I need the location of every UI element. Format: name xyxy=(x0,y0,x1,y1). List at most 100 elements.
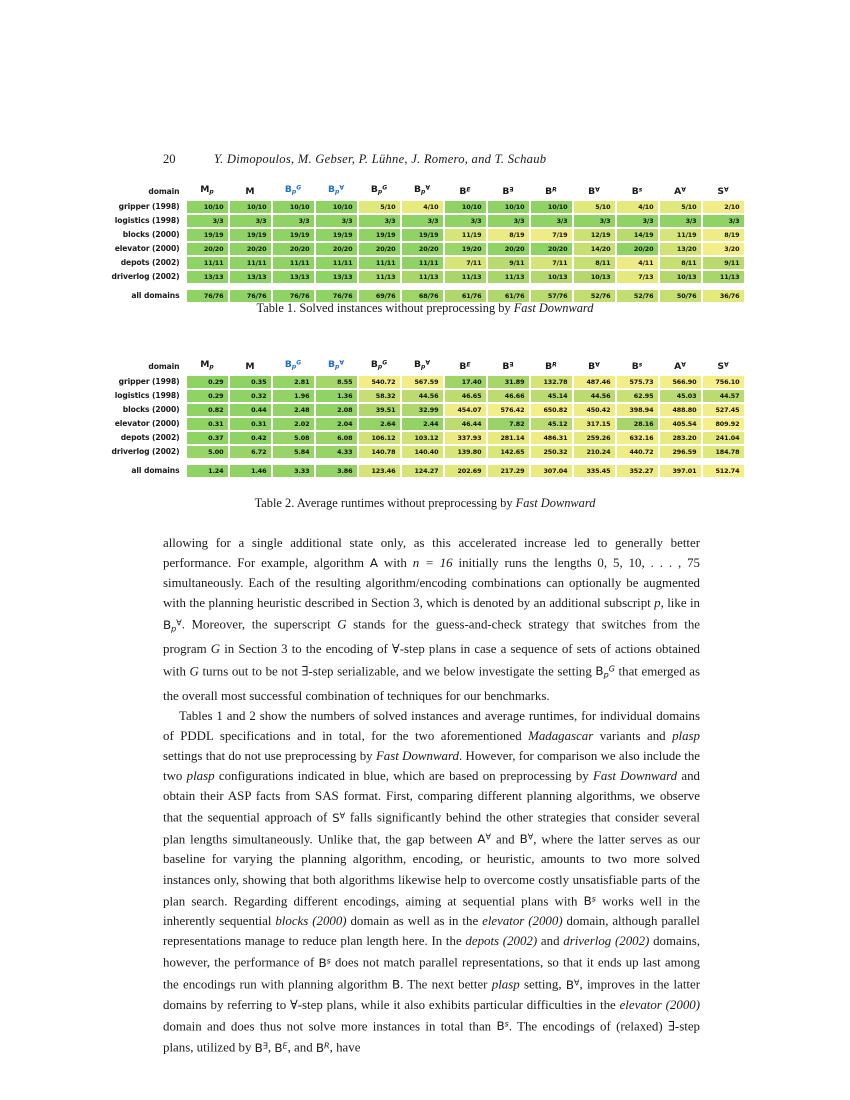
table-row: blocks (2000) 0.82 0.44 2.48 2.08 39.51 32.99 4… xyxy=(107,403,744,416)
table-row: gripper (1998) 10/10 10/10 10/10 10/10 5/10 4/… xyxy=(107,200,744,213)
inline-text: configurations indicated in blue, which … xyxy=(214,768,594,783)
column-base: B xyxy=(545,360,553,372)
data-cell: 13/13 xyxy=(229,270,271,283)
data-cell: 405.54 xyxy=(659,417,701,430)
inline-symbol: BpG xyxy=(595,664,615,680)
data-cell: 3.86 xyxy=(315,464,357,477)
column-base: B xyxy=(545,185,553,197)
data-cell: 0.29 xyxy=(186,389,228,402)
inline-text: domain, although parallel representation… xyxy=(163,914,700,949)
data-cell: 5.00 xyxy=(186,445,228,458)
superscript: ∀ xyxy=(339,811,346,821)
column-header-6: BE xyxy=(445,185,486,199)
row-label: all domains xyxy=(131,466,180,476)
running-head: 20 Y. Dimopoulos, M. Gebser, P. Lühne, J… xyxy=(163,152,703,170)
data-cell: 0.31 xyxy=(229,417,271,430)
data-cell: 11/11 xyxy=(358,256,400,269)
column-base: B xyxy=(631,360,639,372)
inline-italic: Fast Downward xyxy=(375,748,459,763)
inline-italic: blocks (2000) xyxy=(275,914,347,929)
data-cell: 11/13 xyxy=(702,270,744,283)
column-header-11: A∀ xyxy=(660,360,701,374)
table-1-container: domain Mp M BpG Bp∀ BpG Bp∀ BE B∃ BR B∀ Bs A∀ S∀ gripp… xyxy=(0,183,850,304)
inline-text: with xyxy=(378,556,413,571)
inline-text: settings that do not use preprocessing b… xyxy=(163,748,376,763)
data-cell: 576.42 xyxy=(487,403,529,416)
inline-text: domain as well as in the xyxy=(346,914,483,929)
data-cell: 3/3 xyxy=(186,214,228,227)
data-cell: 3/3 xyxy=(659,214,701,227)
column-subscript: p xyxy=(291,363,297,371)
data-cell: 20/20 xyxy=(272,242,314,255)
inline-text: . The next better xyxy=(400,977,492,992)
table-row: blocks (2000) 19/19 19/19 19/19 19/19 19/19 19… xyxy=(107,228,744,241)
data-cell: 5/10 xyxy=(573,200,615,213)
data-cell: 1.96 xyxy=(272,389,314,402)
column-base: M xyxy=(245,185,255,197)
column-header-1: M xyxy=(230,360,271,374)
data-cell: 7/11 xyxy=(444,256,486,269)
column-subscript: p xyxy=(209,363,214,371)
inline-text: stands for the guess-and-check strategy … xyxy=(163,617,700,657)
paragraph-2: Tables 1 and 2 show the numbers of solve… xyxy=(163,706,700,1058)
data-cell: 250.32 xyxy=(530,445,572,458)
column-superscript: s xyxy=(638,361,643,369)
column-header-3: Bp∀ xyxy=(316,360,357,374)
data-cell: 488.80 xyxy=(659,403,701,416)
column-superscript: ∀ xyxy=(339,184,345,192)
data-cell: 11/13 xyxy=(401,270,443,283)
data-cell: 11/13 xyxy=(487,270,529,283)
inline-italic: plasp xyxy=(186,768,215,783)
column-superscript: ∀ xyxy=(595,186,600,194)
data-cell: 124.27 xyxy=(401,464,443,477)
data-cell: 575.73 xyxy=(616,375,658,388)
data-cell: 5.08 xyxy=(272,431,314,444)
data-cell: 20/20 xyxy=(229,242,271,255)
row-label: blocks (2000) xyxy=(122,230,180,240)
data-cell: 317.15 xyxy=(573,417,615,430)
inline-symbol: B∀ xyxy=(565,977,580,992)
column-header-4: BpG xyxy=(359,185,400,199)
data-cell: 13/20 xyxy=(659,242,701,255)
data-cell: 307.04 xyxy=(530,464,572,477)
inline-text: Tables 1 and 2 show the numbers of solve… xyxy=(163,708,700,743)
column-subscript: p xyxy=(291,188,297,196)
data-cell: 2.04 xyxy=(315,417,357,430)
data-cell: 76/76 xyxy=(315,289,357,302)
data-cell: 132.78 xyxy=(530,375,572,388)
column-subscript: p xyxy=(420,188,426,196)
data-cell: 76/76 xyxy=(229,289,271,302)
inline-text: . However, for comparison we also includ… xyxy=(163,748,701,783)
column-base: B xyxy=(284,359,292,370)
data-cell: 76/76 xyxy=(272,289,314,302)
column-base: B xyxy=(502,185,510,197)
inline-text: turns out to be not ∃-step serializable,… xyxy=(198,664,596,679)
data-cell: 0.32 xyxy=(229,389,271,402)
caption-text: Table 2. Average runtimes without prepro… xyxy=(254,496,516,510)
column-header-7: B∃ xyxy=(488,185,529,199)
inline-italic: plasp xyxy=(672,728,700,743)
data-cell: 486.31 xyxy=(530,431,572,444)
data-cell: 28.16 xyxy=(616,417,658,430)
data-cell: 20/20 xyxy=(401,242,443,255)
data-cell: 283.20 xyxy=(659,431,701,444)
data-cell: 20/20 xyxy=(315,242,357,255)
data-cell: 3/3 xyxy=(487,214,529,227)
inline-text: and xyxy=(491,832,520,847)
data-cell: 566.90 xyxy=(659,375,701,388)
domain-column-header: domain xyxy=(148,362,180,372)
inline-text: falls significantly behind the other str… xyxy=(163,810,701,847)
row-label: blocks (2000) xyxy=(122,405,180,415)
data-cell: 0.29 xyxy=(186,375,228,388)
row-label: gripper (1998) xyxy=(118,202,180,212)
inline-text: works well in the inherently sequential xyxy=(163,894,700,929)
inline-text: does not match parallel representations,… xyxy=(163,955,700,992)
data-cell: 8/19 xyxy=(702,228,744,241)
data-cell: 184.78 xyxy=(702,445,744,458)
table-header-row: domain Mp M BpG Bp∀ BpG Bp∀ BE B∃ BR B∀ Bs A∀ S∀ xyxy=(107,360,744,374)
data-cell: 2.81 xyxy=(272,375,314,388)
table-row: driverlog (2002) 13/13 13/13 13/13 13/13 11/1… xyxy=(107,270,744,283)
data-cell: 2.44 xyxy=(401,417,443,430)
column-superscript: ∀ xyxy=(681,186,686,194)
data-cell: 450.42 xyxy=(573,403,615,416)
